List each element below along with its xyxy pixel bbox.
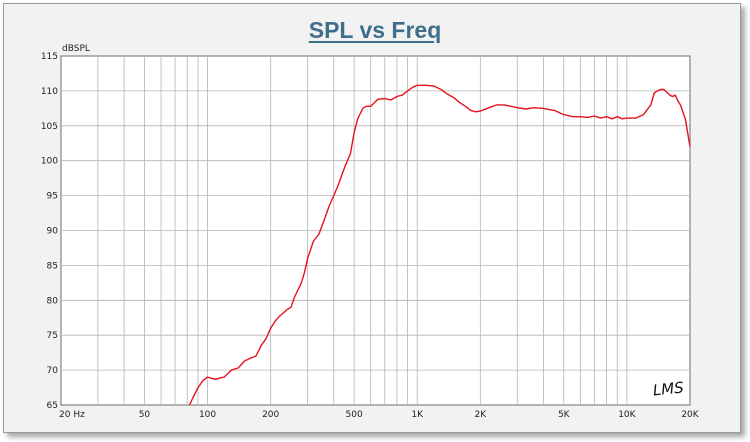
x-tick-label: 200 xyxy=(262,410,279,420)
y-tick-label: 75 xyxy=(47,331,58,341)
x-tick-label: 1K xyxy=(411,410,424,420)
grid xyxy=(61,56,690,405)
x-tick-label: 2K xyxy=(475,410,488,420)
y-tick-label: 80 xyxy=(47,296,59,306)
x-tick-label: 10K xyxy=(618,410,636,420)
y-tick-label: 115 xyxy=(41,52,58,62)
y-tick-label: 90 xyxy=(47,227,59,237)
y-tick-label: 70 xyxy=(47,366,59,376)
x-tick-label: 500 xyxy=(346,410,363,420)
y-axis-label: dBSPL xyxy=(62,44,90,54)
x-tick-label: 20K xyxy=(681,410,699,420)
y-tick-label: 100 xyxy=(41,157,58,167)
y-tick-label: 95 xyxy=(47,192,58,202)
x-axis: 20 Hz 50 100 200 500 1K 2K 5K 10K 20K xyxy=(59,410,700,420)
y-tick-label: 85 xyxy=(47,261,58,271)
x-tick-label: 5K xyxy=(558,410,571,420)
chart-title: SPL vs Freq xyxy=(308,17,442,43)
x-tick-label: 50 xyxy=(139,410,151,420)
y-axis: 65 70 75 80 85 90 95 100 105 110 115 xyxy=(41,52,58,411)
y-tick-label: 65 xyxy=(47,401,58,411)
lms-logo: LMS xyxy=(652,378,685,399)
spl-series-line xyxy=(188,84,691,406)
x-tick-label: 100 xyxy=(199,410,216,420)
y-tick-label: 105 xyxy=(41,122,58,132)
y-tick-label: 110 xyxy=(41,87,58,97)
x-tick-label: 20 Hz xyxy=(59,410,85,420)
